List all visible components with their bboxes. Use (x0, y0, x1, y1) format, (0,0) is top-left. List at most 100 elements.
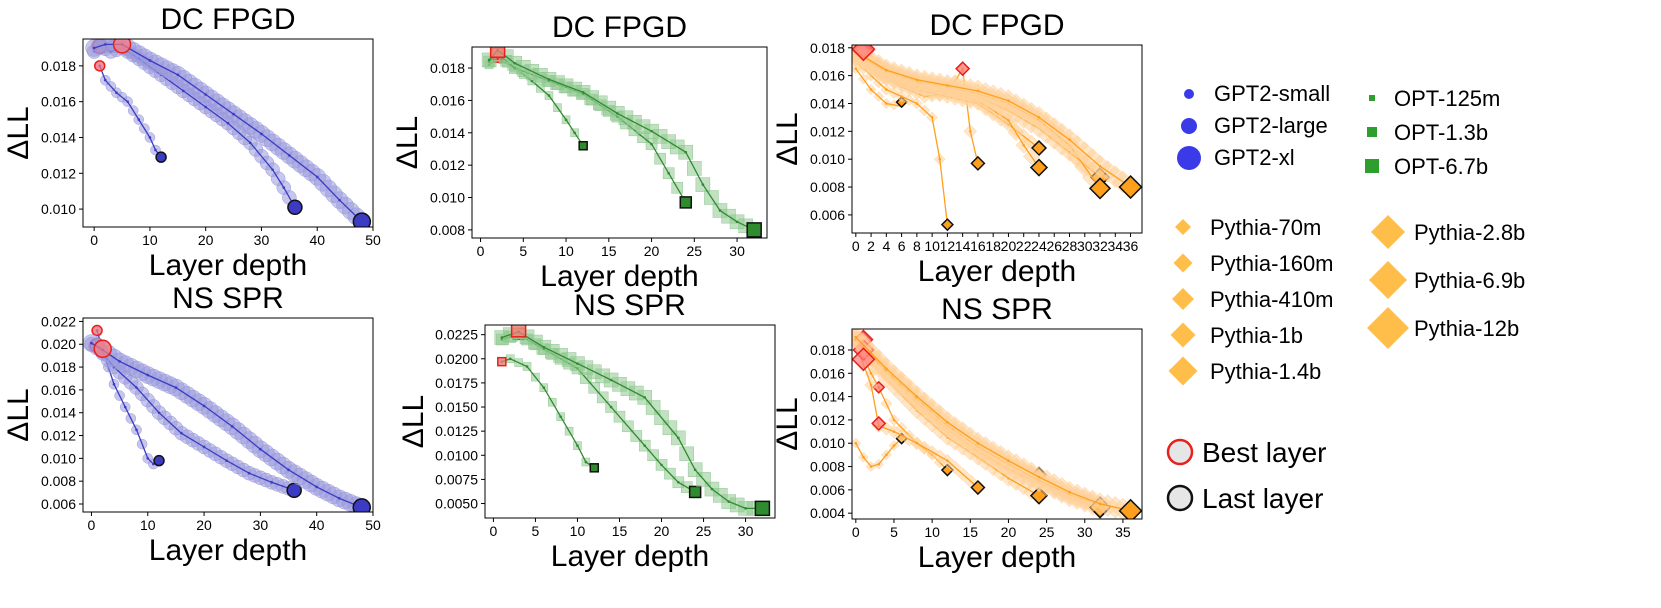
legend-marker-pythia (1173, 253, 1193, 273)
point (616, 112, 619, 115)
point (946, 84, 949, 87)
last-layer-marker (688, 485, 702, 499)
last-layer-marker (155, 151, 167, 163)
point (701, 183, 705, 186)
legend-label: OPT-1.3b (1394, 120, 1488, 145)
x-tick-label: 14 (955, 238, 971, 254)
x-tick-label: 10 (558, 243, 574, 259)
point (885, 102, 888, 105)
x-tick-label: 36 (1123, 238, 1139, 254)
plot-area (852, 45, 1142, 232)
x-tick-label: 24 (1031, 238, 1047, 254)
x-tick-label: 28 (1062, 238, 1078, 254)
y-tick-label: 0.008 (41, 473, 76, 489)
point (288, 154, 291, 157)
axes-frame (851, 44, 1143, 234)
y-tick-label: 0.012 (41, 165, 76, 181)
point (677, 480, 680, 484)
last-layer-marker (970, 155, 986, 171)
y-tick-label: 0.004 (810, 505, 845, 521)
x-tick-label: 0 (490, 523, 498, 539)
y-tick-label: 0.018 (41, 359, 76, 375)
point (247, 471, 251, 475)
y-tick-label: 0.014 (810, 389, 845, 405)
chart-panel-6: 0 5 10 15 20 25 30 35 0.004 0.006 0.008 0.010 0.012 0… (771, 293, 1143, 574)
axes-frame (82, 317, 374, 513)
x-tick-label: 15 (612, 523, 628, 539)
point (249, 141, 252, 145)
y-axis-label: ΔLL (2, 106, 35, 159)
y-tick-label: 0.010 (430, 190, 465, 206)
point (946, 420, 949, 424)
x-tick-label: 22 (1016, 238, 1032, 254)
y-tick-label: 0.0075 (435, 471, 478, 487)
point (584, 460, 588, 464)
y-tick-label: 0.010 (41, 450, 76, 466)
y-tick-label: 0.006 (810, 482, 845, 498)
point (112, 382, 116, 386)
x-tick-label: 25 (696, 523, 712, 539)
legend-label: Pythia-1b (1210, 323, 1303, 348)
axes-frame (484, 324, 776, 519)
legend-marker-pythia (1371, 215, 1405, 249)
point (146, 457, 150, 460)
legend-marker-pythia (1168, 356, 1198, 386)
legend: GPT2-small GPT2-large GPT2-xl OPT-125m OPT-1… (1166, 81, 1525, 514)
point (137, 118, 141, 121)
best-layer-marker (852, 45, 876, 62)
point (976, 89, 980, 93)
x-tick-label: 18 (985, 238, 1001, 254)
point (118, 360, 121, 363)
last-layer-marker (589, 463, 600, 473)
point (976, 441, 980, 445)
point (885, 88, 888, 91)
x-tick-label: 30 (729, 243, 745, 259)
x-tick-label: 4 (882, 238, 890, 254)
y-tick-label: 0.014 (41, 405, 76, 421)
legend-marker-pythia (1367, 307, 1409, 349)
x-tick-label: 0 (90, 232, 98, 248)
point (915, 102, 919, 105)
point (271, 168, 274, 172)
point (660, 463, 663, 467)
point (1007, 459, 1010, 463)
point (148, 59, 152, 62)
point (92, 46, 96, 50)
x-tick-label: 12 (940, 238, 956, 254)
point (1068, 138, 1071, 141)
point (710, 487, 714, 491)
series-line-GPT2-xl (93, 43, 363, 223)
y-tick-label: 0.010 (810, 435, 845, 451)
point (135, 428, 138, 432)
point (892, 430, 896, 433)
point (104, 78, 107, 82)
point (581, 91, 585, 94)
point (513, 61, 517, 65)
series-line-GPT2-xl (91, 342, 362, 509)
y-tick-label: 0.0100 (435, 447, 478, 463)
point (154, 148, 157, 152)
point (877, 462, 881, 466)
chart-title: DC FPGD (930, 9, 1065, 42)
y-axis-label: ΔLL (771, 397, 804, 450)
y-axis-label: ΔLL (771, 112, 804, 165)
legend-label: Pythia-70m (1210, 215, 1321, 240)
last-layer-marker (153, 454, 165, 467)
y-tick-label: 0.006 (810, 207, 845, 223)
point (930, 116, 934, 119)
x-axis-label: Layer depth (551, 540, 709, 573)
best-layer-marker (852, 347, 876, 372)
y-axis-label: ΔLL (397, 395, 430, 448)
x-tick-label: 10 (142, 232, 158, 248)
y-axis-label: ΔLL (391, 116, 424, 169)
point (123, 405, 127, 409)
legend-label: GPT2-small (1214, 81, 1330, 106)
point (547, 94, 551, 97)
point (287, 468, 290, 472)
y-tick-label: 0.018 (810, 40, 845, 56)
point (576, 444, 579, 447)
x-tick-label: 5 (519, 243, 527, 259)
y-tick-label: 0.018 (810, 342, 845, 358)
point (1037, 475, 1041, 479)
